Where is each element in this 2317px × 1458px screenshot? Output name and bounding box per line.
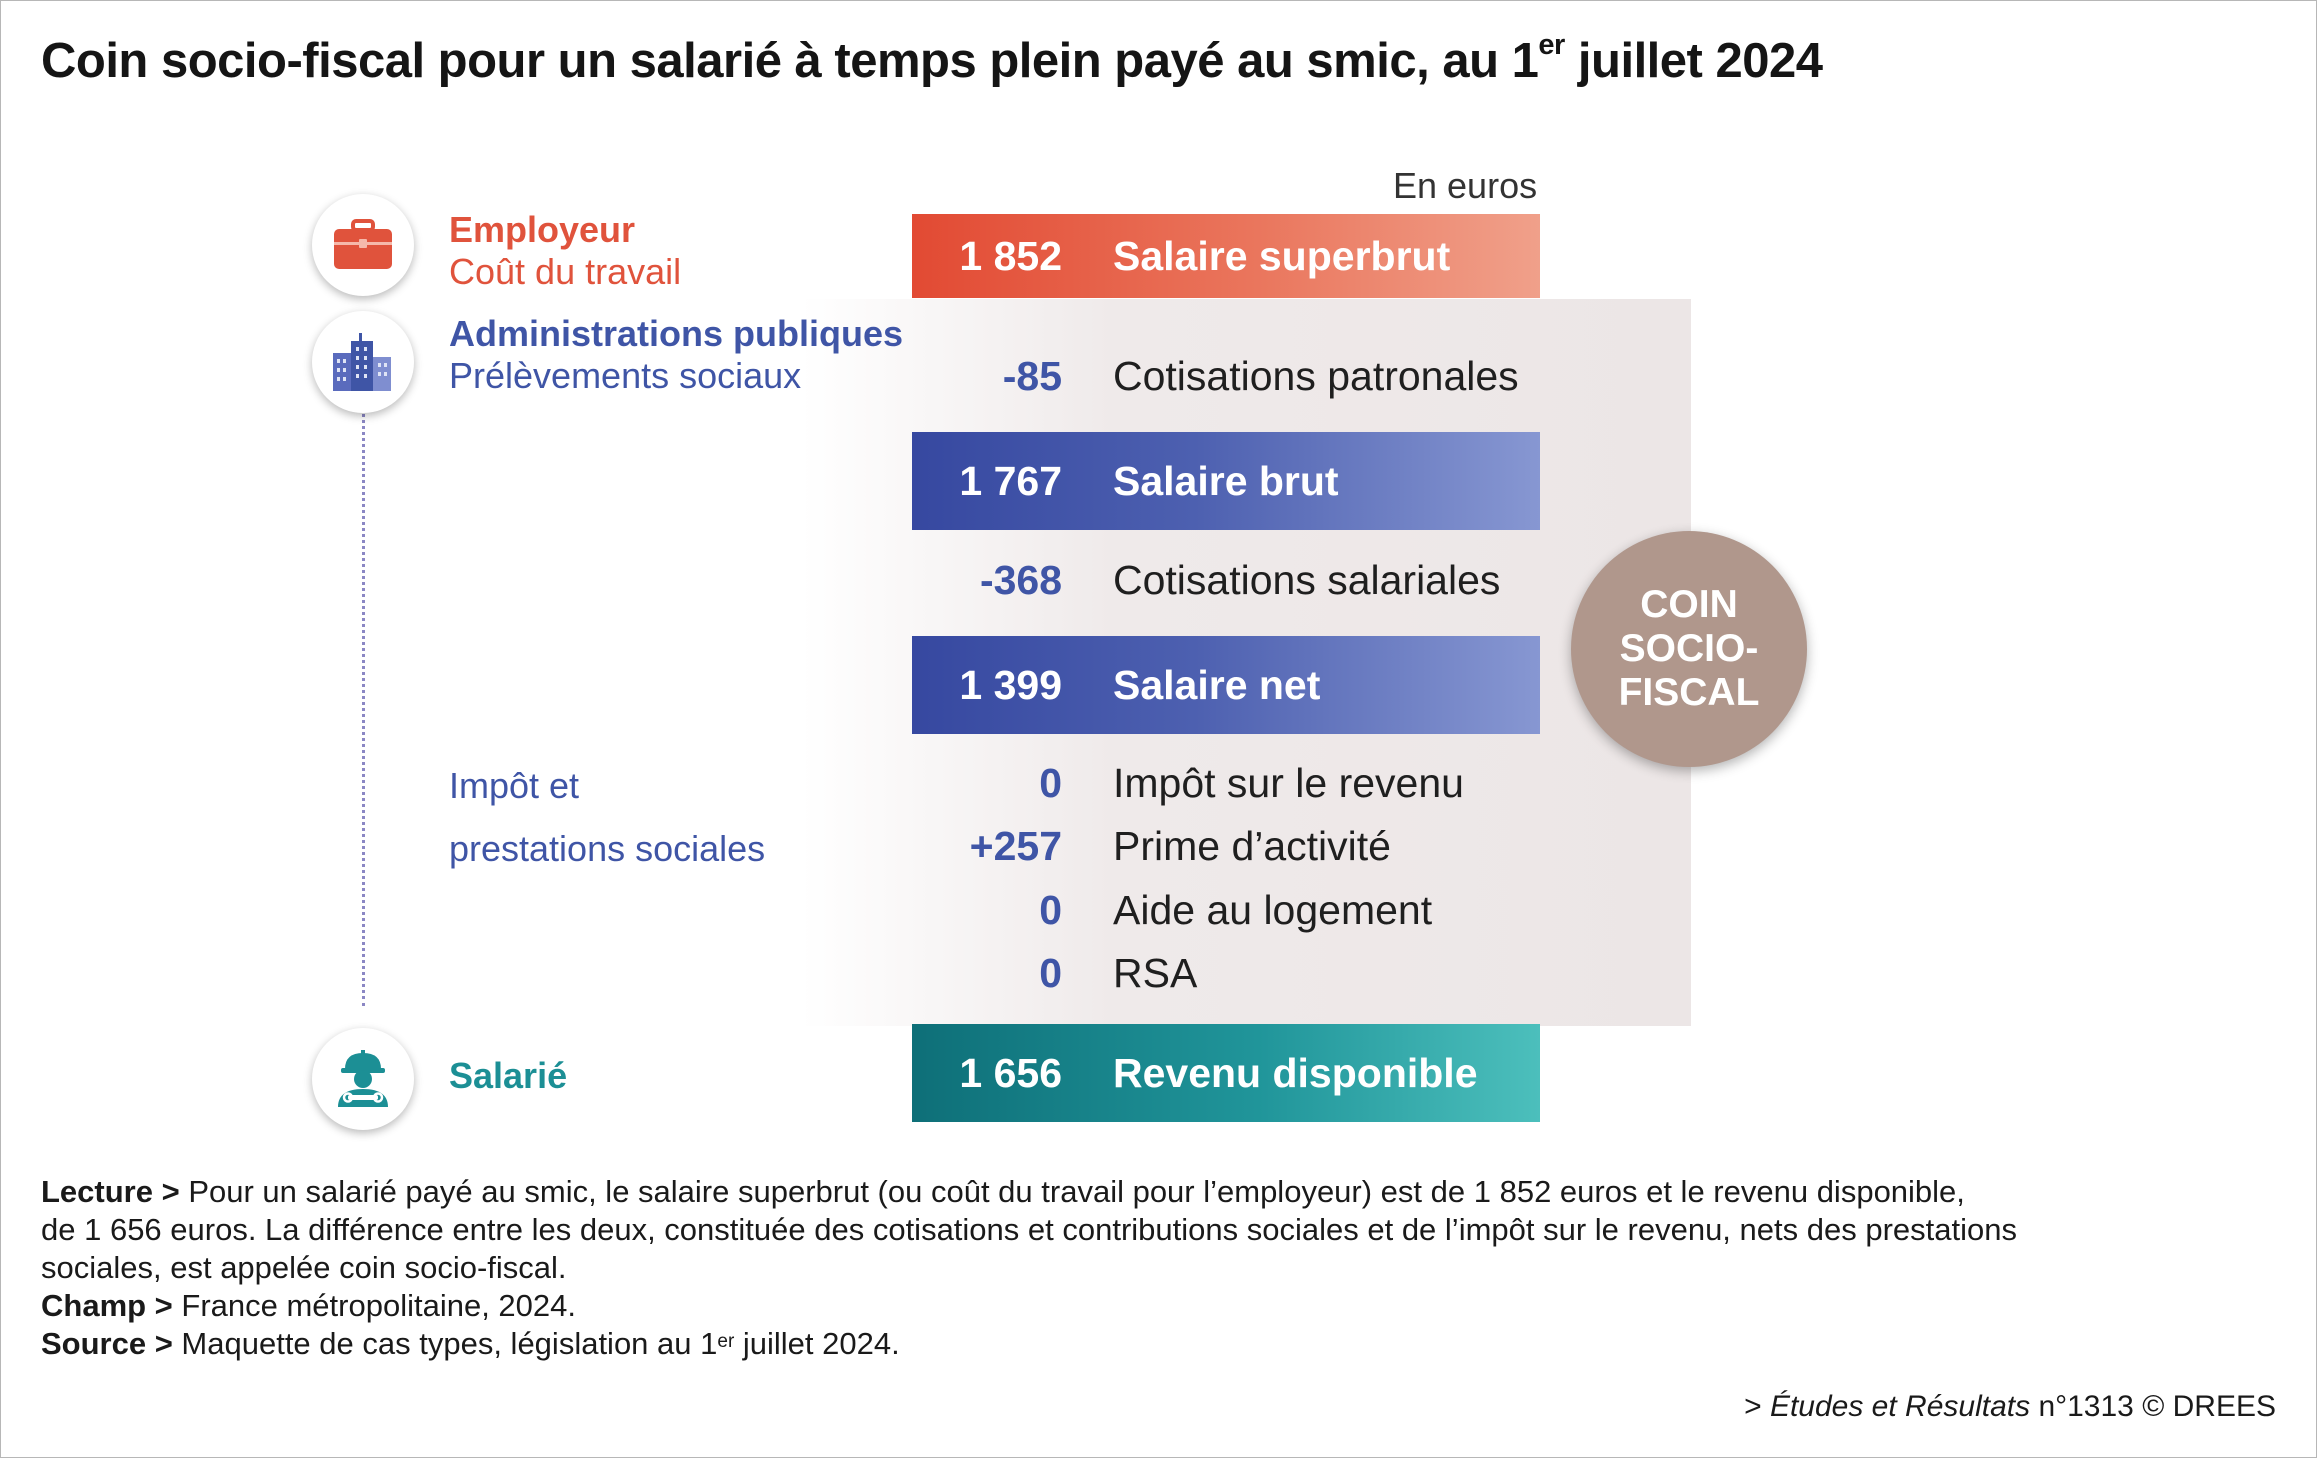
value-rsa: 0 — [1039, 950, 1062, 996]
value-cotisations-salariales: -368 — [979, 557, 1062, 603]
figure-title: Coin socio-fiscal pour un salarié à temp… — [41, 29, 1823, 88]
lecture-note-line2: de 1 656 euros. La différence entre les … — [41, 1212, 2017, 1247]
publication-credit: > Études et Résultats n°1313 © DREES — [1744, 1390, 2276, 1423]
coin-socio-fiscal-text: COIN SOCIO- FISCAL — [1618, 583, 1760, 714]
administrations-label: Administrations publiques Prélèvements s… — [449, 313, 904, 396]
coin-socio-fiscal-badge: COIN SOCIO- FISCAL — [1571, 531, 1807, 767]
label-prime-activite: Prime d’activité — [1113, 823, 1391, 869]
value-prime-activite: +257 — [969, 823, 1062, 869]
briefcase-icon — [312, 194, 414, 296]
lecture-note: Lecture > Pour un salarié payé au smic, … — [41, 1174, 1965, 1209]
label-impot-revenu: Impôt sur le revenu — [1113, 760, 1464, 806]
value-aide-logement: 0 — [1039, 887, 1062, 933]
label-salaire-net: Salaire net — [1113, 662, 1321, 708]
worker-icon — [312, 1028, 414, 1130]
value-salaire-brut: 1 767 — [959, 458, 1062, 504]
label-revenu-disponible: Revenu disponible — [1113, 1050, 1478, 1096]
value-cotisations-patronales: -85 — [1002, 353, 1062, 399]
row-salaire-brut: 1 767 Salaire brut — [912, 432, 1540, 530]
buildings-icon — [312, 311, 414, 413]
notes: Lecture > Pour un salarié payé au smic, … — [41, 1173, 2271, 1363]
value-salaire-superbrut: 1 852 — [959, 233, 1062, 279]
champ-note: Champ > France métropolitaine, 2024. — [41, 1288, 577, 1323]
value-revenu-disponible: 1 656 — [959, 1050, 1062, 1096]
impot-prestations-line2: prestations sociales — [449, 828, 766, 869]
value-impot-revenu: 0 — [1039, 760, 1062, 806]
lecture-note-line3: sociales, est appelée coin socio-fiscal. — [41, 1250, 567, 1285]
row-salaire-superbrut: 1 852 Salaire superbrut — [912, 214, 1540, 298]
impot-prestations-line1: Impôt et — [449, 765, 580, 806]
salarie-label: Salarié — [449, 1055, 568, 1096]
row-salaire-net: 1 399 Salaire net — [912, 636, 1540, 734]
label-rsa: RSA — [1113, 950, 1198, 996]
label-salaire-brut: Salaire brut — [1113, 458, 1339, 504]
row-revenu-disponible: 1 656 Revenu disponible — [912, 1024, 1540, 1122]
value-salaire-net: 1 399 — [959, 662, 1062, 708]
unit-label: En euros — [1393, 165, 1538, 206]
timeline-dotted-line — [362, 401, 365, 1006]
employeur-label: Employeur Coût du travail — [449, 209, 682, 292]
label-aide-logement: Aide au logement — [1113, 887, 1433, 933]
label-salaire-superbrut: Salaire superbrut — [1113, 233, 1451, 279]
source-note: Source > Maquette de cas types, législat… — [41, 1326, 900, 1361]
label-cotisations-salariales: Cotisations salariales — [1113, 557, 1501, 603]
label-cotisations-patronales: Cotisations patronales — [1113, 353, 1519, 399]
